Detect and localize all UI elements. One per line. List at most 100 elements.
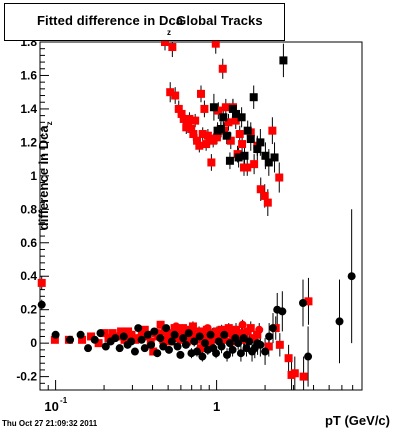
data-markers	[37, 38, 356, 381]
data-point-square	[202, 140, 211, 149]
data-point-square	[185, 114, 194, 123]
data-point-circle	[153, 349, 162, 358]
data-point-square	[212, 133, 221, 142]
data-point-circle	[127, 337, 136, 346]
data-point-square	[231, 116, 240, 125]
data-point-square	[246, 135, 255, 144]
data-point-square	[237, 329, 246, 338]
data-point-square	[261, 151, 270, 160]
data-point-square	[174, 327, 183, 336]
data-point-square	[207, 158, 216, 167]
data-point-square	[232, 109, 241, 118]
x-tick-label: 10	[44, 399, 58, 414]
data-point-square	[217, 125, 226, 133]
data-point-circle	[162, 324, 171, 333]
data-point-circle	[167, 337, 176, 346]
data-point-square	[211, 39, 220, 48]
data-point-square	[235, 130, 244, 139]
data-point-circle	[181, 340, 190, 349]
data-point-square	[256, 138, 265, 147]
y-tick-label: 1.6	[20, 68, 37, 82]
y-tick-label: 0.8	[20, 202, 37, 216]
data-point-square	[182, 123, 191, 132]
data-point-circle	[220, 330, 229, 339]
data-point-circle	[101, 342, 110, 351]
x-tick-label: 1	[213, 399, 220, 414]
x-tick-exponent: -1	[60, 396, 68, 405]
data-point-square	[253, 330, 262, 339]
data-point-circle	[173, 342, 182, 351]
data-point-circle	[179, 334, 188, 343]
data-point-square	[246, 324, 255, 333]
data-point-square	[237, 113, 246, 122]
data-point-square	[206, 339, 215, 348]
data-point-square	[217, 325, 226, 334]
data-point-square	[228, 104, 237, 113]
data-point-square	[195, 141, 204, 150]
data-point-square	[238, 140, 247, 149]
data-point-square	[193, 136, 202, 145]
chart-title: Fitted difference in DcaGlobal Tracks	[37, 13, 263, 28]
data-point-square	[178, 324, 187, 333]
data-point-square	[168, 43, 177, 52]
data-point-circle	[268, 324, 277, 333]
data-point-circle	[76, 330, 85, 339]
data-point-square	[209, 103, 218, 112]
data-point-circle	[90, 335, 99, 344]
y-tick-label: 0.6	[20, 236, 37, 250]
data-point-circle	[195, 332, 204, 341]
y-tick-label: 1.4	[20, 102, 37, 116]
data-point-square	[166, 88, 175, 97]
y-tick-label: 0.4	[20, 269, 37, 283]
data-point-circle	[206, 330, 215, 339]
data-point-circle	[298, 299, 307, 307]
data-point-circle	[84, 344, 93, 353]
data-point-circle	[134, 324, 143, 333]
data-point-circle	[66, 335, 75, 344]
data-point-square	[249, 93, 258, 102]
data-point-square	[87, 332, 96, 341]
data-point-square	[224, 118, 233, 127]
data-point-square	[250, 160, 259, 169]
data-point-square	[177, 109, 186, 118]
data-point-circle	[130, 347, 139, 356]
data-point-square	[108, 329, 117, 338]
data-point-square	[104, 334, 113, 343]
data-point-circle	[198, 352, 207, 361]
data-point-circle	[335, 317, 344, 326]
data-point-circle	[255, 325, 264, 334]
data-point-circle	[190, 337, 199, 346]
data-point-circle	[261, 347, 270, 356]
data-point-square	[187, 125, 196, 133]
data-point-square	[279, 56, 288, 65]
data-point-square	[94, 339, 103, 348]
data-point-square	[218, 64, 227, 73]
data-point-circle	[147, 340, 156, 349]
data-point-circle	[223, 350, 232, 359]
data-point-circle	[225, 339, 234, 348]
data-point-circle	[156, 334, 165, 343]
data-point-square	[212, 327, 221, 336]
data-point-square	[210, 334, 219, 343]
data-point-circle	[111, 334, 120, 343]
data-point-square	[140, 325, 149, 334]
data-point-square	[179, 114, 188, 123]
data-point-circle	[51, 330, 60, 339]
data-point-square	[37, 278, 46, 287]
data-point-square	[50, 335, 59, 344]
data-point-square	[264, 342, 273, 351]
data-point-circle	[150, 327, 159, 336]
data-point-circle	[164, 345, 173, 354]
data-point-square	[232, 325, 241, 334]
data-point-square	[270, 153, 279, 162]
data-point-circle	[137, 335, 146, 344]
data-point-square	[215, 332, 224, 341]
data-point-circle	[265, 332, 274, 341]
data-point-square	[221, 103, 230, 112]
data-point-square	[214, 106, 223, 115]
data-point-square	[234, 153, 243, 162]
data-point-circle	[304, 352, 313, 361]
data-point-circle	[245, 337, 254, 346]
data-point-square	[219, 335, 228, 344]
